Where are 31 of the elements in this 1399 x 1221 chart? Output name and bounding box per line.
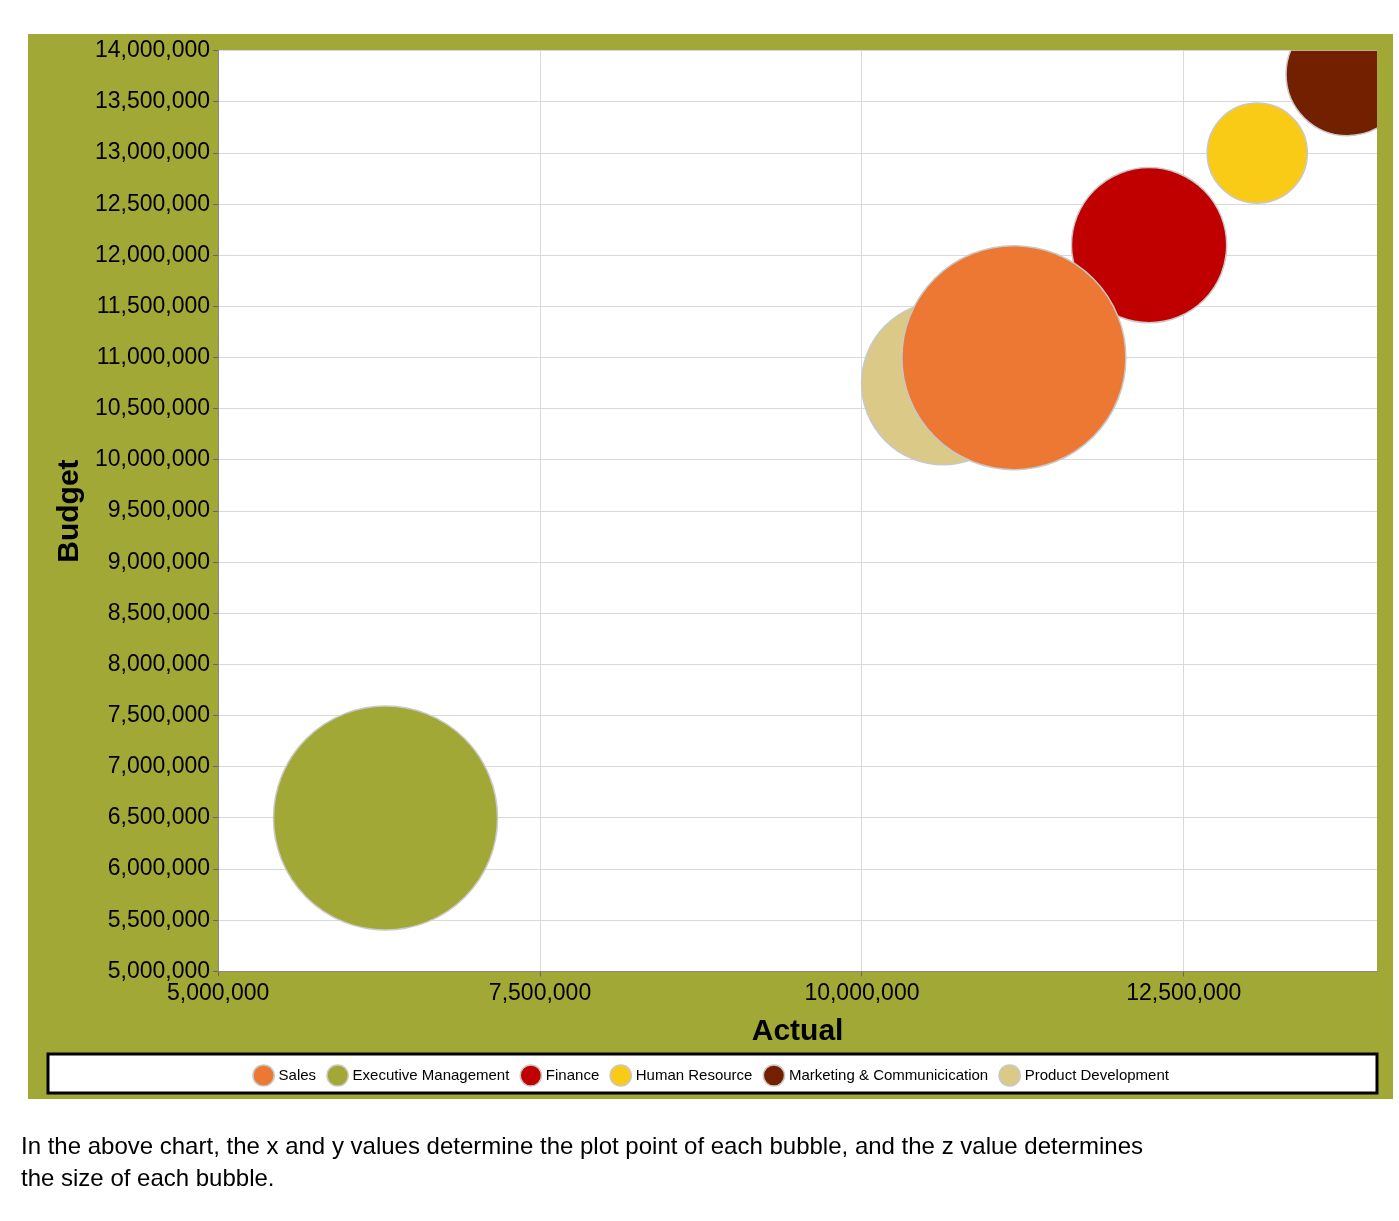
y-tick-label: 9,500,000 [107, 496, 211, 523]
y-axis-title: Budget [51, 459, 85, 563]
y-tick-label: 10,500,000 [94, 394, 211, 421]
x-tick-label: 12,500,000 [1126, 978, 1242, 1005]
y-tick-label: 9,000,000 [107, 547, 211, 574]
legend-label: Human Resource [635, 1065, 753, 1083]
y-tick-label: 7,000,000 [107, 752, 211, 779]
y-tick-label: 14,000,000 [94, 36, 211, 63]
y-tick-label: 6,500,000 [107, 803, 211, 830]
x-tick-label: 7,500,000 [488, 978, 592, 1005]
y-tick-label: 10,000,000 [94, 445, 211, 472]
y-tick-label: 5,500,000 [107, 905, 211, 932]
legend-label: Product Development [1024, 1065, 1170, 1083]
legend-label: Executive Management [352, 1065, 511, 1083]
y-tick-label: 8,000,000 [107, 649, 211, 676]
legend-label: Marketing & Communicication [788, 1065, 989, 1083]
y-tick-label: 7,500,000 [107, 701, 211, 728]
y-tick-label: 6,000,000 [107, 854, 211, 881]
x-tick-label: 10,000,000 [804, 978, 920, 1005]
y-tick-label: 12,500,000 [94, 189, 211, 216]
y-tick-label: 13,500,000 [94, 87, 211, 114]
y-tick-label: 11,500,000 [96, 291, 211, 318]
x-axis-title: Actual [751, 1013, 844, 1047]
legend-label: Sales [278, 1065, 317, 1083]
legend-label: Finance [545, 1065, 600, 1083]
y-tick-label: 12,000,000 [94, 240, 211, 267]
y-tick-label: 8,500,000 [107, 598, 211, 625]
text: In the above chart, the x and y values determine the plot point of each bubble, and the z value determines the size of each bubble. [21, 1131, 1145, 1193]
y-tick-label: 11,000,000 [96, 343, 211, 370]
y-tick-label: 13,000,000 [94, 138, 211, 165]
y-tick-label: 5,000,000 [107, 956, 211, 983]
